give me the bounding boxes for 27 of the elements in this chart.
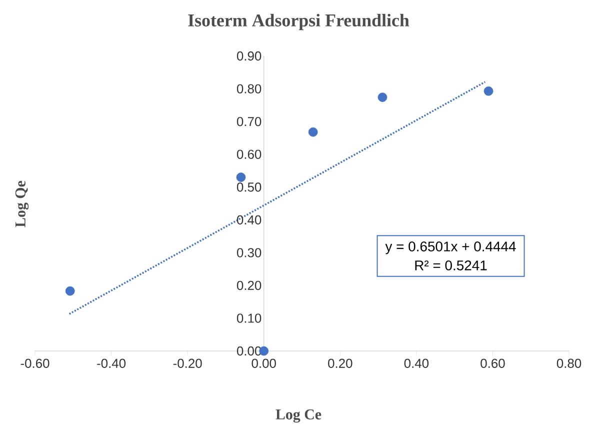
x-tick-label: 0.00 [252,358,276,368]
x-tick-label: -0.60 [20,358,50,368]
y-tick-label: 0.90 [236,51,262,61]
point [484,86,494,96]
x-tick-label: -0.40 [97,358,126,368]
y-tick-label: 0.80 [236,84,262,94]
x-tick-label: 0.60 [480,358,505,368]
y-tick-label: 0.70 [236,116,262,126]
x-tick-label: 0.40 [404,358,429,368]
y-tick-label: 0.10 [236,314,262,323]
chart-title: Isoterm Adsorpsi Freundlich [188,14,410,30]
x-tick-label: 0.80 [556,358,582,368]
annotation: y = 0.6501x + 0.4444 [385,242,516,254]
y-axis-title: Log Qe [15,180,29,228]
annotation: R² = 0.5241 [415,260,487,270]
y-tick-label: 0.40 [236,215,262,224]
y-tick-label: 0.20 [236,280,262,290]
x-tick-label: -0.20 [173,358,202,368]
x-tick-label: 0.20 [328,358,352,368]
y-tick-label: 0.50 [236,182,262,192]
y-tick-label: 0.60 [236,150,262,159]
point [308,127,318,137]
x-axis-title: Log Ce [276,409,322,423]
point [236,172,246,182]
point [65,286,75,296]
y-tick-label: 0.30 [236,248,262,258]
point [378,92,388,102]
